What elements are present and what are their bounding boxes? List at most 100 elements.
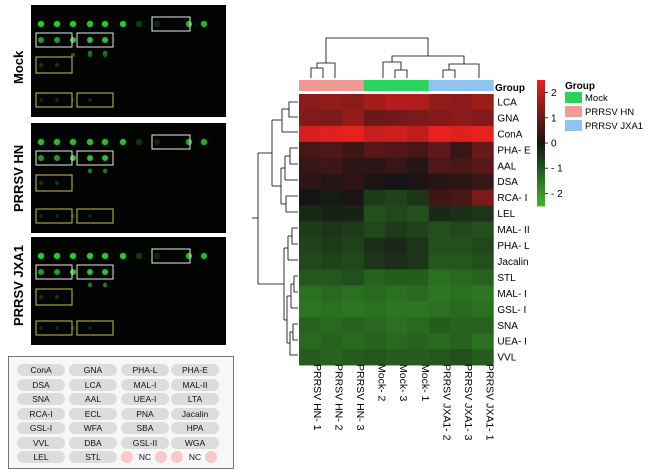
heatmap-cell <box>299 173 321 190</box>
array-spot <box>153 252 161 260</box>
heatmap-cell <box>320 221 343 238</box>
heatmap-cell <box>342 221 365 238</box>
group-annotation-cell <box>407 80 429 91</box>
heatmap-cell <box>299 125 321 143</box>
colorbar-step <box>537 185 545 188</box>
heatmap-column-label: PRRSV HN- 1 <box>311 364 323 431</box>
heatmap-cell <box>428 333 451 350</box>
heatmap-cell <box>450 349 473 366</box>
heatmap-cell <box>428 205 451 222</box>
heatmap-cell <box>385 173 408 190</box>
heatmap-cell <box>407 221 429 238</box>
colorbar-step <box>537 138 545 142</box>
colorbar-step <box>537 140 545 144</box>
heatmap-cell <box>407 349 429 366</box>
heatmap-cell <box>363 173 386 190</box>
array-box <box>35 150 73 166</box>
heatmap-cell <box>428 221 451 238</box>
colorbar-step <box>537 145 545 148</box>
heatmap-cell <box>385 141 408 159</box>
heatmap-cell <box>428 237 451 254</box>
heatmap-cell <box>342 157 365 175</box>
row-dendrogram <box>252 101 298 356</box>
heatmap-cell <box>471 349 494 366</box>
heatmap-row-label: PHA- L <box>497 241 530 252</box>
heatmap-row-labels: LCA GNA ConA PHA- E AAL DSA RCA- I LEL MAL- II PH… <box>497 97 531 363</box>
key-cell: MAL-II <box>171 378 219 391</box>
heatmap-cell <box>342 349 365 366</box>
key-cell: UEA-I <box>121 393 169 405</box>
heatmap-cell <box>428 253 451 270</box>
heatmap-column-label: Mock- 3 <box>397 364 409 402</box>
legend-label: Mock <box>585 93 608 104</box>
colorbar-step <box>537 157 545 161</box>
array-spot <box>88 98 92 102</box>
heatmap-column-label: Mock- 1 <box>419 364 431 402</box>
array-spot <box>103 53 107 57</box>
legend-label: PRRSV JXA1 <box>585 121 643 132</box>
heatmap-cell <box>428 109 451 127</box>
heatmap-cell <box>471 317 494 334</box>
heatmap-cell <box>407 269 429 286</box>
colorbar-step <box>537 180 545 184</box>
heatmap-cell <box>299 157 321 175</box>
heatmap-cell <box>385 94 408 111</box>
heatmap-cell <box>320 285 343 302</box>
colorbar-step <box>537 119 545 123</box>
legend-title: Group <box>565 81 595 92</box>
colorbar-step <box>537 96 545 100</box>
heatmap-cell <box>363 333 386 350</box>
key-cell: GNA <box>69 364 117 376</box>
heatmap-cell <box>299 317 321 334</box>
heatmap-cell <box>407 205 429 222</box>
heatmap-cell <box>363 157 386 175</box>
group-annotation-cell <box>450 80 473 91</box>
colorbar-step <box>537 170 545 173</box>
array-spot <box>153 138 161 146</box>
colorbar-step <box>537 98 545 102</box>
array-box-yellow <box>76 320 114 336</box>
heatmap-cell <box>320 269 343 286</box>
key-cell-label: NC <box>138 452 152 462</box>
heatmap-cell <box>363 221 386 238</box>
heatmap-cell <box>299 237 321 254</box>
heatmap-cell <box>342 205 365 222</box>
key-cell: ECL <box>69 407 117 420</box>
colorbar-step <box>537 109 545 112</box>
heatmap-row-label: MAL- I <box>497 289 526 300</box>
array-spot <box>88 326 92 330</box>
heatmap-cell <box>385 157 408 175</box>
colorbar-step <box>537 134 545 138</box>
colorbar-step <box>537 203 545 207</box>
heatmap-cell <box>428 317 451 334</box>
heatmap-cell <box>450 125 473 143</box>
key-cell-label: NC <box>188 452 202 462</box>
array-box-yellow <box>76 92 114 108</box>
array-spot <box>102 155 108 161</box>
heatmap-cell <box>450 301 473 318</box>
heatmap-row-label: ConA <box>497 129 522 140</box>
heatmap-cell <box>299 269 321 286</box>
heatmap-cell <box>450 141 473 159</box>
group-annotation-title: Group <box>495 83 525 94</box>
array-spot <box>53 252 61 260</box>
heatmap-cell <box>320 333 343 350</box>
heatmap-cell <box>299 333 321 350</box>
array-box <box>151 16 191 32</box>
heatmap-row-label: AAL <box>497 161 516 172</box>
array-spot <box>135 138 143 146</box>
colorbar-step <box>537 122 545 125</box>
heatmap-cell <box>428 349 451 366</box>
array-panel <box>31 237 226 345</box>
heatmap-cell <box>407 173 429 190</box>
heatmap-cell <box>471 333 494 350</box>
heatmap-cell <box>471 173 494 190</box>
heatmap-row-label: VVL <box>497 353 516 364</box>
heatmap-cell <box>342 94 365 111</box>
array-spot <box>69 20 77 28</box>
heatmap-cell <box>320 125 343 143</box>
heatmap-cell <box>450 253 473 270</box>
legend-swatch <box>565 92 582 103</box>
array-spot <box>37 138 45 146</box>
